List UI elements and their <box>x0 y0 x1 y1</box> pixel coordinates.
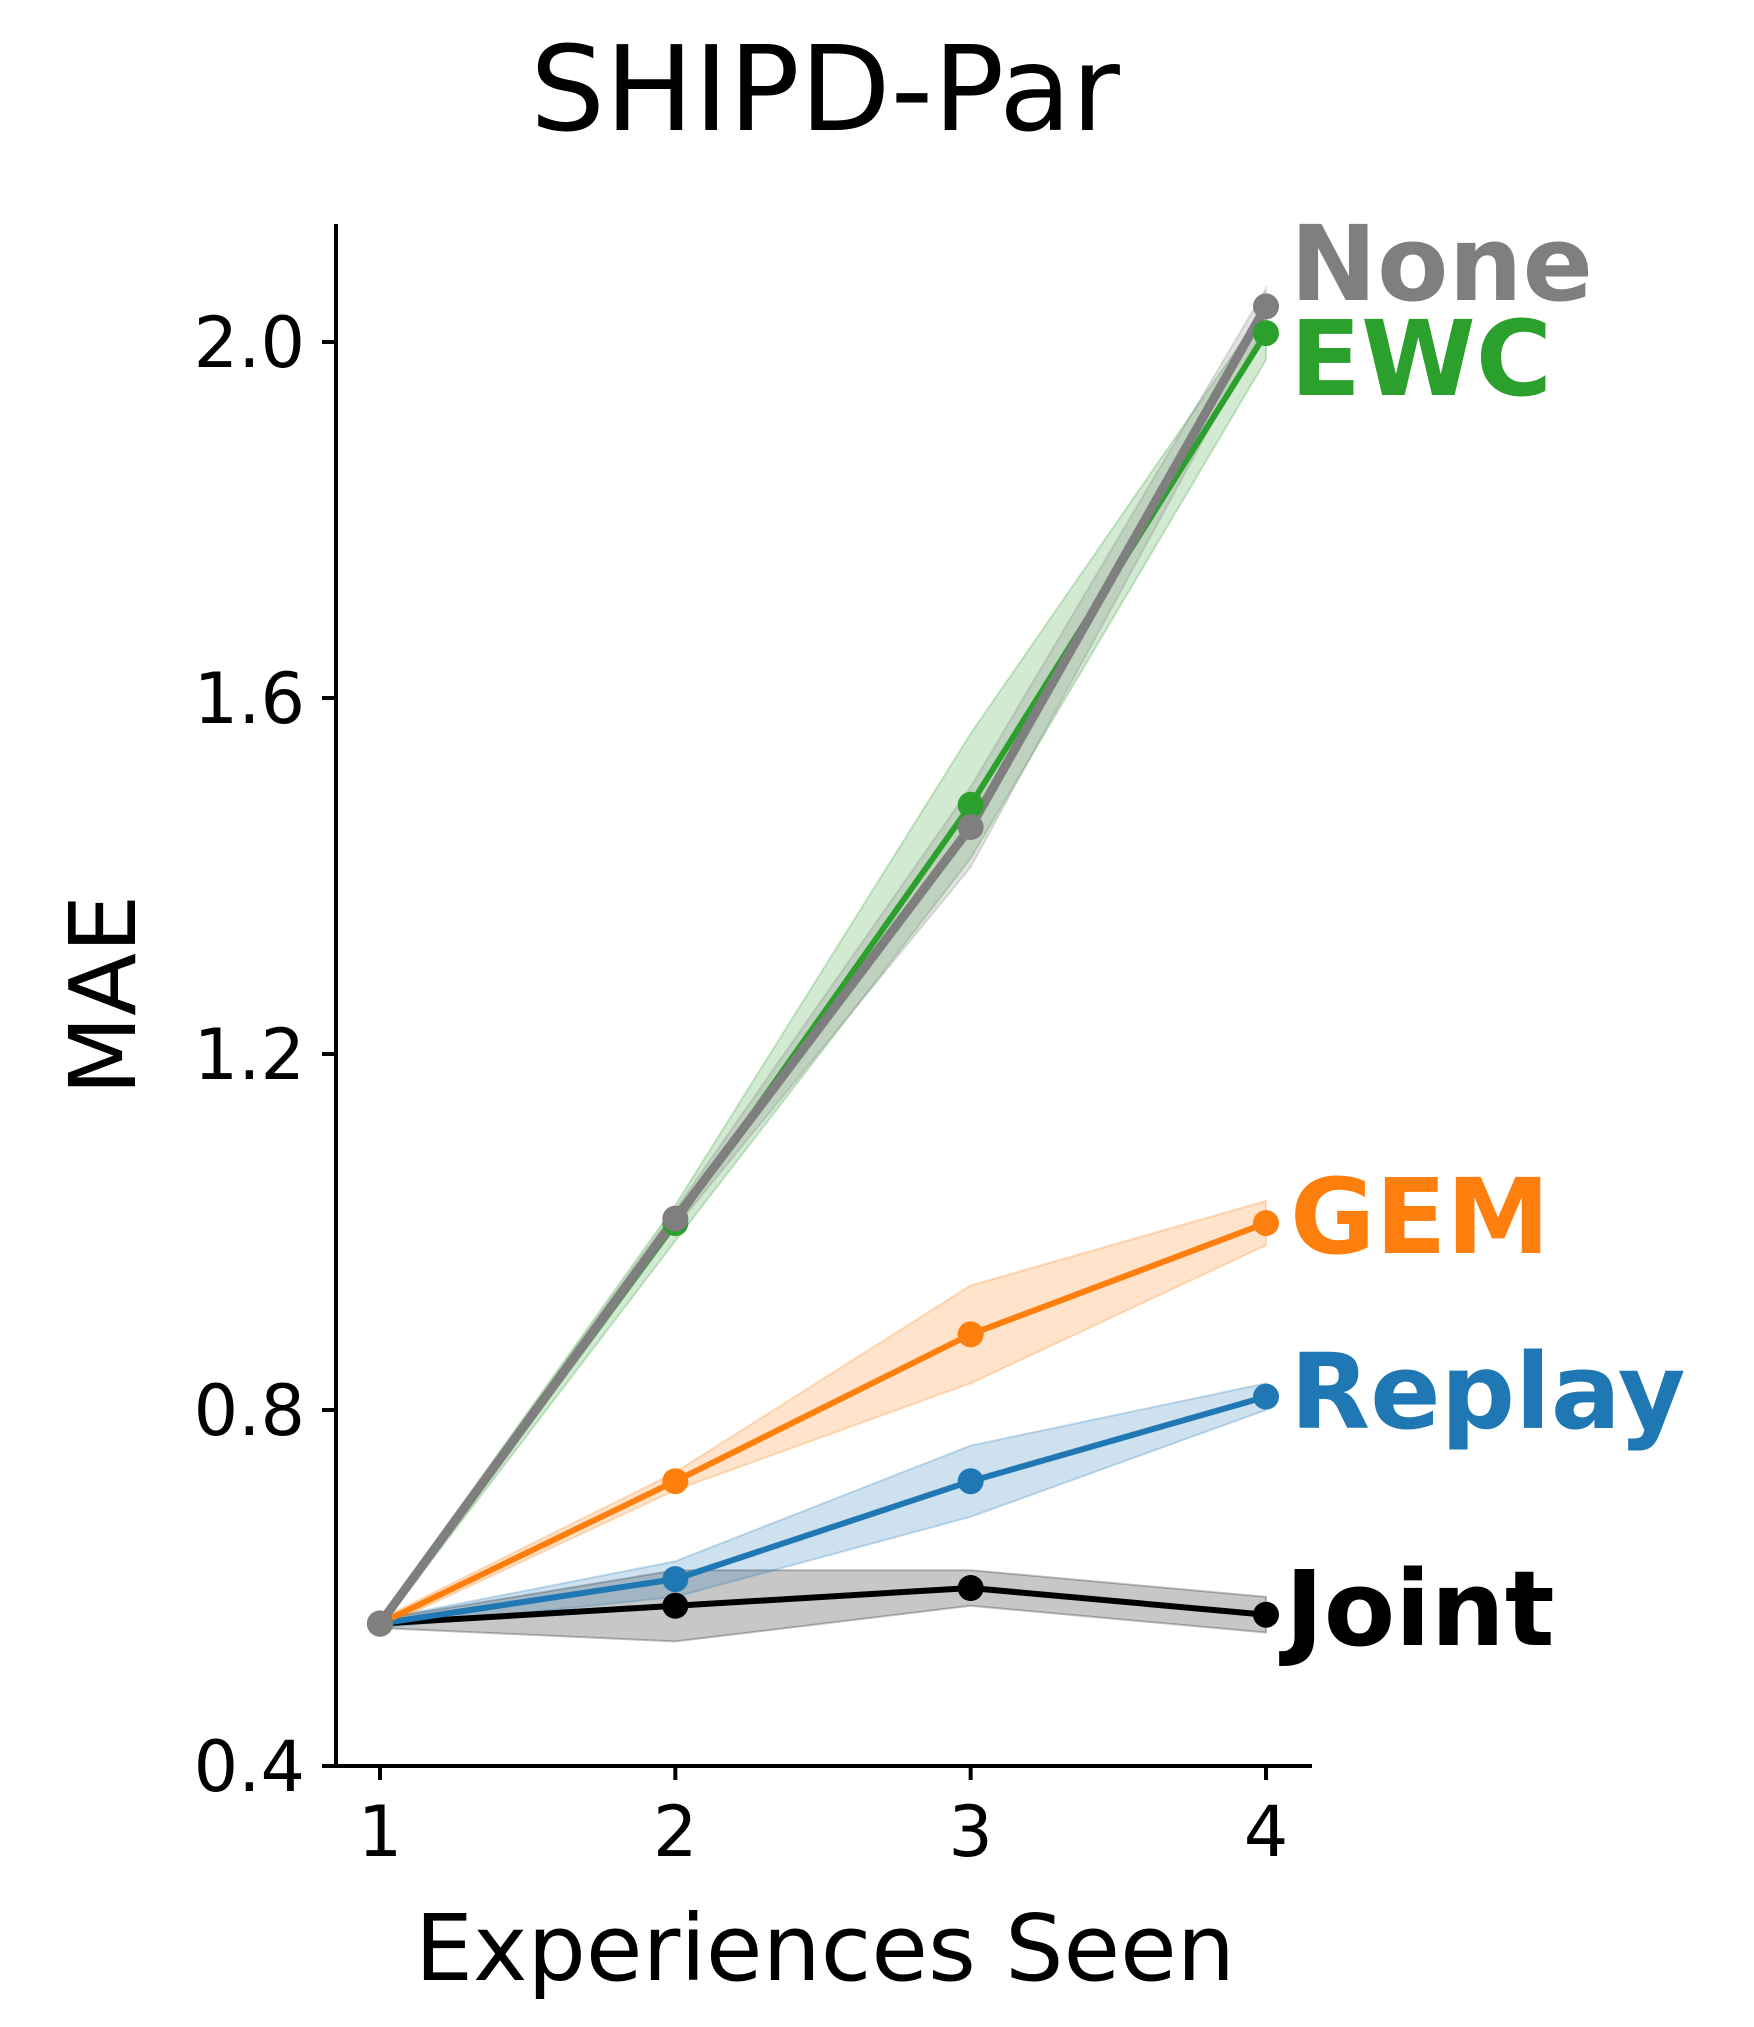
joint-label: Joint <box>1279 1548 1555 1670</box>
y-tick-label: 1.6 <box>194 658 305 740</box>
x-tick-label: 2 <box>653 1791 698 1873</box>
y-axis-label: MAE <box>50 895 157 1095</box>
gem-label: GEM <box>1290 1156 1550 1278</box>
ewc-label: EWC <box>1290 298 1552 420</box>
replay-point <box>957 1468 984 1495</box>
joint-point <box>1253 1601 1279 1628</box>
y-tick-label: 2.0 <box>194 302 305 384</box>
replay-point <box>1253 1383 1279 1410</box>
x-axis-label: Experiences Seen <box>415 1895 1235 2002</box>
gem-point <box>1253 1210 1279 1237</box>
y-tick-label: 1.2 <box>194 1014 305 1096</box>
axes <box>334 224 1312 1768</box>
gem-point <box>662 1468 689 1495</box>
none-label: None <box>1290 203 1593 325</box>
none-line <box>376 304 1270 1627</box>
none-point <box>1253 293 1279 320</box>
x-tick-label: 4 <box>1244 1791 1289 1873</box>
x-tick-label: 3 <box>948 1791 993 1873</box>
ewc-point <box>957 791 984 818</box>
none-point <box>957 814 984 841</box>
y-tick-label: 0.8 <box>194 1370 305 1452</box>
ewc-band <box>379 303 1267 1631</box>
series-points <box>367 293 1279 1637</box>
y-tick-label: 0.4 <box>194 1726 305 1808</box>
joint-line <box>379 1585 1267 1627</box>
y-ticks: 0.4 0.8 1.2 1.6 2.0 <box>194 302 336 1808</box>
gem-line <box>378 1220 1268 1627</box>
replay-label: Replay <box>1290 1331 1685 1453</box>
ewc-point <box>1253 320 1279 347</box>
series-lines <box>376 304 1270 1627</box>
replay-point <box>662 1566 689 1593</box>
joint-point <box>957 1575 984 1601</box>
x-ticks: 1 2 3 4 <box>358 1766 1289 1873</box>
gem-point <box>957 1321 984 1348</box>
chart-title: SHIPD-Par <box>530 20 1120 158</box>
x-tick-label: 1 <box>358 1791 403 1873</box>
joint-point <box>662 1592 689 1619</box>
replay-line <box>379 1393 1267 1627</box>
none-point <box>367 1610 393 1637</box>
none-point <box>662 1205 689 1232</box>
